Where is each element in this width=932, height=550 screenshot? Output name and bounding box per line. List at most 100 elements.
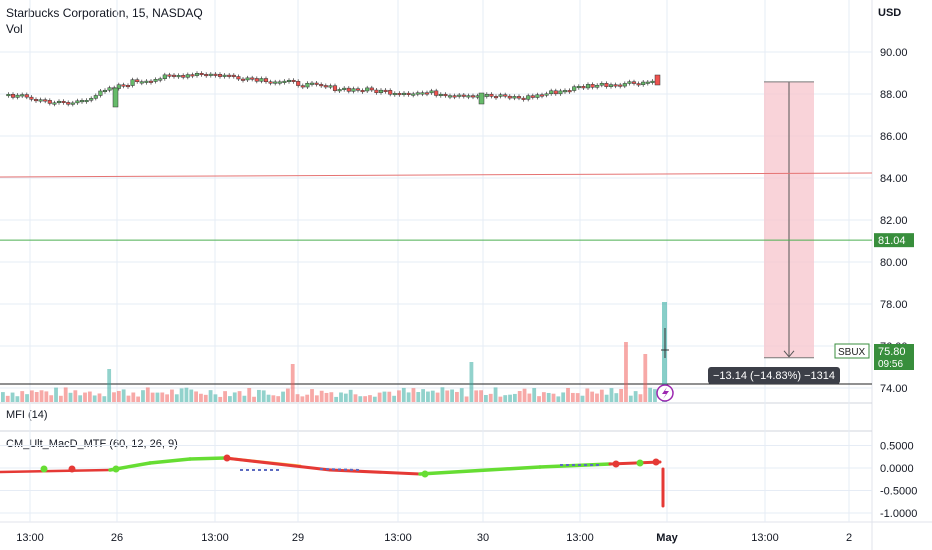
- time-axis-label: 13:00: [384, 532, 412, 544]
- candle-body: [296, 81, 301, 86]
- volume-bar: [416, 392, 421, 402]
- volume-bar: [324, 392, 329, 402]
- candle-body: [406, 92, 411, 95]
- volume-bar: [5, 395, 10, 402]
- time-axis-label: 29: [292, 532, 304, 544]
- volume-bar: [208, 390, 213, 402]
- candle-body: [89, 98, 94, 101]
- candle-body: [66, 102, 71, 105]
- candle-body: [539, 94, 545, 97]
- time-axis-label: 30: [477, 532, 489, 544]
- macd-cross-dot: [223, 454, 231, 462]
- candle-body: [337, 89, 342, 92]
- candle-body: [250, 77, 255, 80]
- mfi-label[interactable]: MFI (14): [6, 409, 48, 421]
- candle-body: [484, 93, 489, 97]
- volume-bar: [1, 392, 5, 402]
- volume-bar: [532, 388, 537, 402]
- volume-bar: [595, 393, 599, 402]
- candle-body: [636, 83, 641, 86]
- volume-bar: [633, 391, 638, 402]
- volume-bar: [368, 395, 372, 402]
- candle-body: [507, 95, 512, 99]
- volume-bar: [348, 389, 353, 402]
- macd-label[interactable]: CM_Ult_MacD_MTF (60, 12, 26, 9): [6, 438, 178, 450]
- candle-body: [79, 100, 85, 103]
- price-tag-green: [874, 233, 914, 248]
- price-axis-label: 90.00: [880, 47, 908, 59]
- macd-cross-dot: [40, 465, 48, 473]
- candle-body: [29, 96, 34, 100]
- macd-axis-label: -1.0000: [880, 508, 917, 520]
- candle-body: [75, 100, 80, 104]
- volume-bar: [184, 387, 189, 402]
- candle-body: [176, 75, 181, 78]
- candle-body: [158, 78, 163, 81]
- volume-bar: [145, 387, 150, 402]
- volume-bar: [252, 396, 256, 402]
- volume-bar: [329, 392, 334, 402]
- candle-body: [388, 90, 393, 95]
- volume-bar: [455, 391, 459, 402]
- candle-body: [572, 86, 577, 91]
- candle-body: [512, 96, 517, 99]
- candle-body: [84, 100, 89, 103]
- candle-body: [498, 94, 503, 97]
- volume-bar: [203, 394, 208, 402]
- volume-label: Vol: [6, 22, 23, 36]
- volume-bar: [401, 387, 406, 402]
- volume-bar: [648, 387, 653, 402]
- candle-body: [608, 84, 614, 87]
- macd-axis-label: 0.5000: [880, 441, 914, 453]
- lightning-icon: [662, 387, 669, 399]
- volume-bar: [266, 394, 271, 402]
- candle-body: [240, 78, 246, 81]
- volume-bar: [339, 392, 343, 402]
- candle-body: [434, 90, 439, 96]
- volume-bar: [271, 395, 276, 402]
- candle-body: [24, 94, 29, 98]
- candle-body: [346, 87, 351, 92]
- candle-body: [516, 96, 522, 99]
- candle-body: [631, 81, 637, 84]
- horizontal-line-red: [0, 172, 873, 178]
- volume-bar: [10, 392, 15, 402]
- volume-bar: [237, 391, 242, 402]
- candle-body: [562, 90, 568, 93]
- price-tag-green-label: 81.04: [878, 235, 906, 247]
- volume-bar: [242, 395, 247, 402]
- volume-bar: [590, 391, 595, 402]
- volume-bar: [97, 393, 102, 402]
- volume-bar: [179, 388, 184, 402]
- candle-body: [323, 85, 328, 88]
- volume-bar: [426, 391, 430, 402]
- volume-bar: [319, 390, 324, 402]
- candle-body: [245, 77, 250, 81]
- candle-body: [392, 93, 397, 96]
- currency-button[interactable]: USD: [878, 7, 902, 19]
- candle-body: [530, 95, 535, 98]
- volume-bar: [310, 389, 314, 402]
- volume-bar: [107, 369, 112, 402]
- volume-bar: [435, 392, 440, 402]
- volume-bar: [49, 395, 54, 402]
- candle-body: [328, 85, 333, 88]
- candle-body: [351, 88, 356, 92]
- candle-body: [521, 97, 526, 100]
- macd-cross-dot: [636, 459, 644, 467]
- measure-label-box: [708, 367, 840, 384]
- candle-body: [461, 94, 466, 97]
- volume-bar: [464, 396, 469, 402]
- macd-cross-dot: [112, 465, 120, 473]
- volume-bar: [474, 390, 479, 402]
- volume-bar: [488, 393, 493, 402]
- candle-body: [213, 73, 218, 76]
- volume-bar: [116, 390, 121, 402]
- macd-cross-dot: [421, 470, 429, 478]
- volume-bar: [218, 396, 223, 402]
- macd-cross-dot: [652, 458, 660, 466]
- volume-bar: [58, 395, 63, 402]
- candle-body: [319, 84, 324, 87]
- candle-body: [98, 90, 103, 96]
